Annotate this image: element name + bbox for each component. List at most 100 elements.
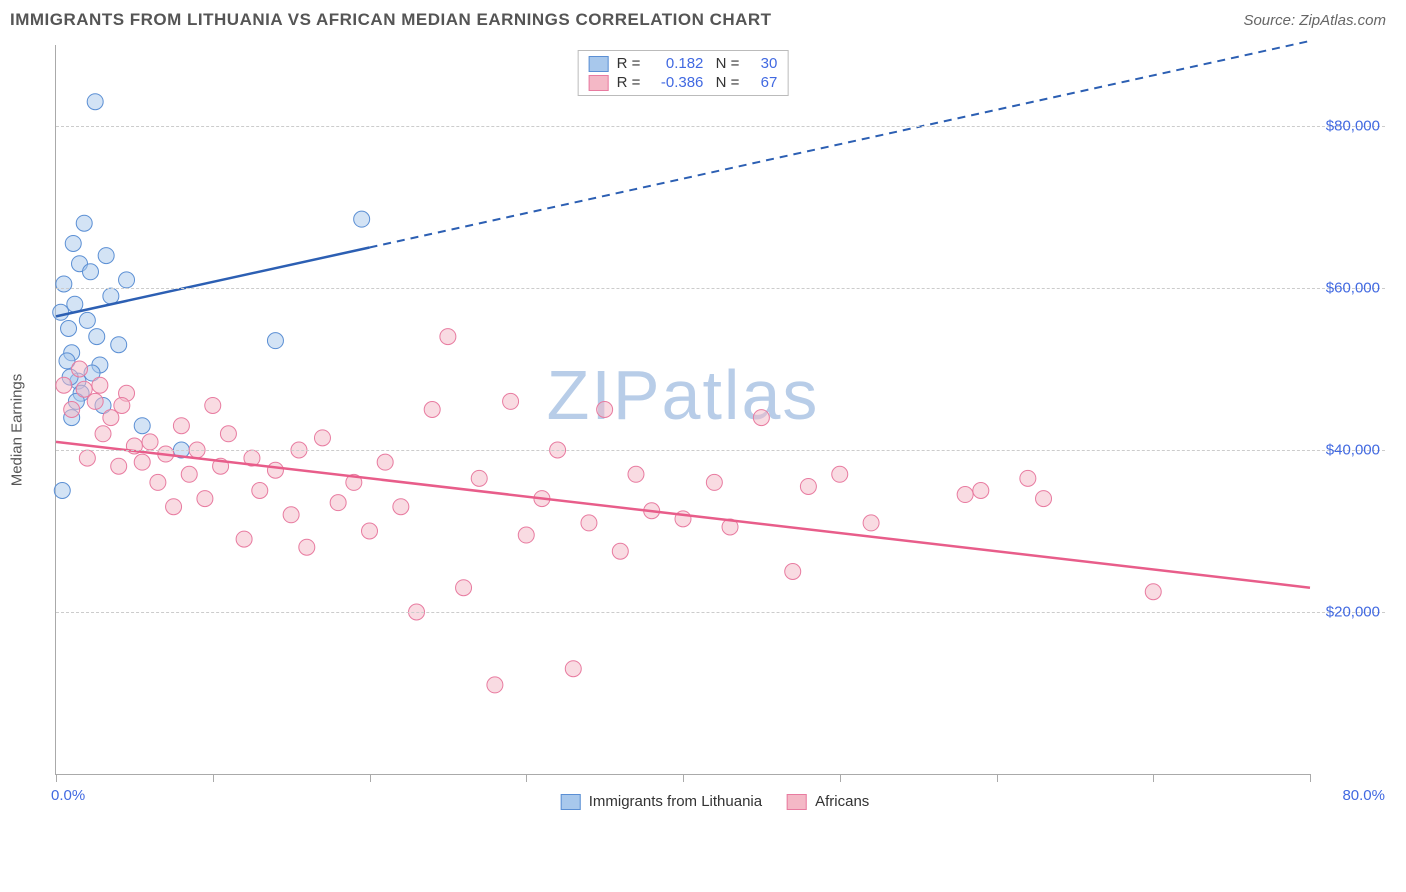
data-point: [1020, 470, 1036, 486]
y-tick-label: $80,000: [1326, 118, 1380, 135]
legend-item-africans: Africans: [787, 793, 869, 810]
chart-title: IMMIGRANTS FROM LITHUANIA VS AFRICAN MED…: [10, 10, 772, 30]
data-point: [471, 470, 487, 486]
scatter-svg: [56, 45, 1310, 774]
data-point: [56, 377, 72, 393]
data-point: [205, 397, 221, 413]
data-point: [581, 515, 597, 531]
data-point: [362, 523, 378, 539]
data-point: [753, 410, 769, 426]
y-tick-label: $40,000: [1326, 442, 1380, 459]
data-point: [1145, 584, 1161, 600]
data-point: [267, 462, 283, 478]
data-point: [82, 264, 98, 280]
data-point: [65, 235, 81, 251]
data-point: [377, 454, 393, 470]
data-point: [832, 466, 848, 482]
data-point: [134, 454, 150, 470]
x-tick: [56, 774, 57, 782]
swatch-africans: [589, 75, 609, 91]
data-point: [98, 248, 114, 264]
x-tick: [1310, 774, 1311, 782]
data-point: [330, 495, 346, 511]
data-point: [612, 543, 628, 559]
data-point: [314, 430, 330, 446]
x-start-label: 0.0%: [51, 787, 85, 804]
legend-label-africans: Africans: [815, 793, 869, 810]
legend-label-lithuania: Immigrants from Lithuania: [589, 793, 762, 810]
data-point: [87, 94, 103, 110]
x-tick: [370, 774, 371, 782]
swatch-icon: [561, 794, 581, 810]
r-value-africans: -0.386: [648, 74, 703, 91]
gridline: [56, 288, 1385, 289]
data-point: [283, 507, 299, 523]
data-point: [76, 381, 92, 397]
data-point: [134, 418, 150, 434]
n-value-lithuania: 30: [747, 55, 777, 72]
data-point: [252, 483, 268, 499]
data-point: [119, 272, 135, 288]
data-point: [957, 487, 973, 503]
series-legend: Immigrants from Lithuania Africans: [561, 793, 870, 810]
data-point: [111, 458, 127, 474]
legend-item-lithuania: Immigrants from Lithuania: [561, 793, 762, 810]
chart-source: Source: ZipAtlas.com: [1243, 12, 1386, 29]
data-point: [64, 402, 80, 418]
data-point: [354, 211, 370, 227]
x-end-label: 80.0%: [1342, 787, 1385, 804]
data-point: [299, 539, 315, 555]
data-point: [440, 329, 456, 345]
data-point: [181, 466, 197, 482]
x-tick: [213, 774, 214, 782]
legend-row-lithuania: R = 0.182 N = 30: [589, 54, 778, 73]
data-point: [597, 402, 613, 418]
chart-header: IMMIGRANTS FROM LITHUANIA VS AFRICAN MED…: [0, 0, 1406, 35]
swatch-icon: [787, 794, 807, 810]
y-axis-label: Median Earnings: [9, 374, 26, 487]
x-tick: [526, 774, 527, 782]
data-point: [54, 483, 70, 499]
data-point: [424, 402, 440, 418]
data-point: [518, 527, 534, 543]
data-point: [236, 531, 252, 547]
data-point: [114, 397, 130, 413]
data-point: [393, 499, 409, 515]
data-point: [79, 312, 95, 328]
data-point: [61, 321, 77, 337]
data-point: [103, 288, 119, 304]
data-point: [111, 337, 127, 353]
regression-line: [56, 442, 1310, 588]
data-point: [800, 478, 816, 494]
gridline: [56, 126, 1385, 127]
regression-line-extrapolated: [370, 41, 1311, 248]
gridline: [56, 612, 1385, 613]
gridline: [56, 450, 1385, 451]
data-point: [785, 564, 801, 580]
plot-area: ZIPatlas R = 0.182 N = 30 R = -0.386 N =…: [55, 45, 1310, 775]
data-point: [628, 466, 644, 482]
data-point: [706, 474, 722, 490]
data-point: [56, 276, 72, 292]
data-point: [72, 361, 88, 377]
data-point: [150, 474, 166, 490]
swatch-lithuania: [589, 56, 609, 72]
data-point: [53, 304, 69, 320]
y-tick-label: $20,000: [1326, 604, 1380, 621]
data-point: [973, 483, 989, 499]
data-point: [456, 580, 472, 596]
r-value-lithuania: 0.182: [648, 55, 703, 72]
legend-row-africans: R = -0.386 N = 67: [589, 73, 778, 92]
x-tick: [1153, 774, 1154, 782]
correlation-legend: R = 0.182 N = 30 R = -0.386 N = 67: [578, 50, 789, 96]
data-point: [92, 377, 108, 393]
y-tick-label: $60,000: [1326, 280, 1380, 297]
data-point: [503, 393, 519, 409]
data-point: [197, 491, 213, 507]
data-point: [76, 215, 92, 231]
data-point: [142, 434, 158, 450]
data-point: [95, 426, 111, 442]
data-point: [863, 515, 879, 531]
data-point: [220, 426, 236, 442]
x-tick: [997, 774, 998, 782]
